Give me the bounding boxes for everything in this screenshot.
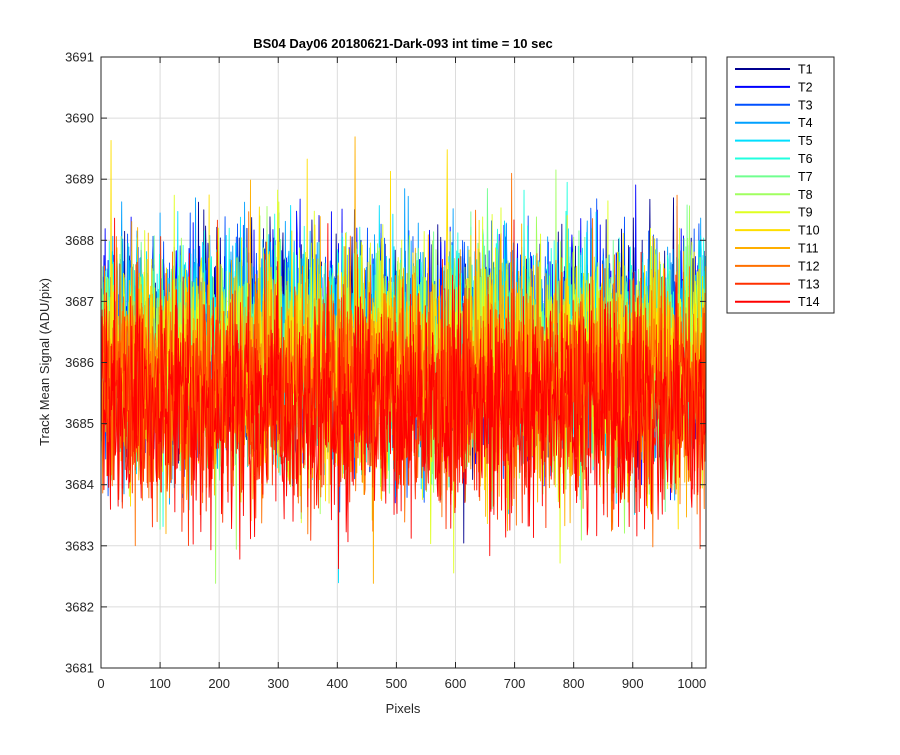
legend-label: T3 bbox=[798, 98, 813, 112]
x-tick-label: 1000 bbox=[677, 676, 706, 691]
x-tick-label: 300 bbox=[267, 676, 289, 691]
y-tick-label: 3681 bbox=[65, 661, 94, 676]
x-tick-label: 200 bbox=[208, 676, 230, 691]
x-tick-label: 500 bbox=[386, 676, 408, 691]
y-tick-label: 3684 bbox=[65, 477, 94, 492]
legend-label: T7 bbox=[798, 170, 813, 184]
legend-label: T2 bbox=[798, 80, 813, 94]
legend-entry-t1: T1 bbox=[735, 63, 813, 77]
legend-label: T8 bbox=[798, 188, 813, 202]
legend-label: T9 bbox=[798, 206, 813, 220]
legend-items: T1 T2 T3 T4 T5 T6 T7 T8 T9 T10 T11 T12 T13 T14 bbox=[735, 63, 820, 309]
series-line-t14 bbox=[101, 217, 706, 570]
legend: T1 T2 T3 T4 T5 T6 T7 T8 T9 T10 T11 T12 T13 T14 bbox=[726, 56, 835, 314]
y-axis-label: Track Mean Signal (ADU/pix) bbox=[37, 278, 52, 446]
x-tick-label: 100 bbox=[149, 676, 171, 691]
legend-entry-t12: T12 bbox=[735, 259, 820, 273]
legend-label: T4 bbox=[798, 116, 813, 130]
legend-label: T14 bbox=[798, 295, 820, 309]
axis-ticks: 0 100 200 300 400 500 600 700 800 900 1000 3681 3682… bbox=[65, 50, 706, 692]
legend-label: T12 bbox=[798, 259, 820, 273]
y-tick-label: 3689 bbox=[65, 172, 94, 187]
legend-label: T10 bbox=[798, 224, 820, 238]
x-tick-label: 400 bbox=[326, 676, 348, 691]
y-tick-label: 3686 bbox=[65, 355, 94, 370]
x-tick-label: 700 bbox=[504, 676, 526, 691]
legend-label: T11 bbox=[798, 242, 819, 256]
x-tick-label: 900 bbox=[622, 676, 644, 691]
chart-title: BS04 Day06 20180621-Dark-093 int time = … bbox=[253, 36, 553, 51]
y-tick-label: 3682 bbox=[65, 599, 94, 614]
legend-entry-t14: T14 bbox=[735, 295, 820, 309]
legend-entry-t13: T13 bbox=[735, 277, 820, 291]
y-tick-label: 3691 bbox=[65, 50, 94, 65]
legend-entry-t6: T6 bbox=[735, 152, 813, 166]
y-tick-label: 3685 bbox=[65, 416, 94, 431]
legend-label: T5 bbox=[798, 134, 813, 148]
legend-entry-t2: T2 bbox=[735, 80, 813, 94]
y-tick-label: 3690 bbox=[65, 111, 94, 126]
legend-entry-t4: T4 bbox=[735, 116, 813, 130]
legend-entry-t8: T8 bbox=[735, 188, 813, 202]
legend-entry-t10: T10 bbox=[735, 224, 820, 238]
y-tick-label: 3688 bbox=[65, 233, 94, 248]
series-lines bbox=[101, 136, 706, 584]
legend-label: T1 bbox=[798, 63, 813, 77]
y-tick-label: 3687 bbox=[65, 294, 94, 309]
legend-box bbox=[726, 56, 835, 314]
legend-entry-t11: T11 bbox=[735, 242, 819, 256]
x-tick-label: 600 bbox=[445, 676, 467, 691]
legend-label: T13 bbox=[798, 277, 820, 291]
legend-entry-t3: T3 bbox=[735, 98, 813, 112]
y-tick-label: 3683 bbox=[65, 538, 94, 553]
x-tick-label: 0 bbox=[97, 676, 104, 691]
legend-entry-t9: T9 bbox=[735, 206, 813, 220]
x-tick-label: 800 bbox=[563, 676, 585, 691]
legend-label: T6 bbox=[798, 152, 813, 166]
x-axis-label: Pixels bbox=[386, 701, 421, 716]
legend-entry-t7: T7 bbox=[735, 170, 813, 184]
legend-entry-t5: T5 bbox=[735, 134, 813, 148]
